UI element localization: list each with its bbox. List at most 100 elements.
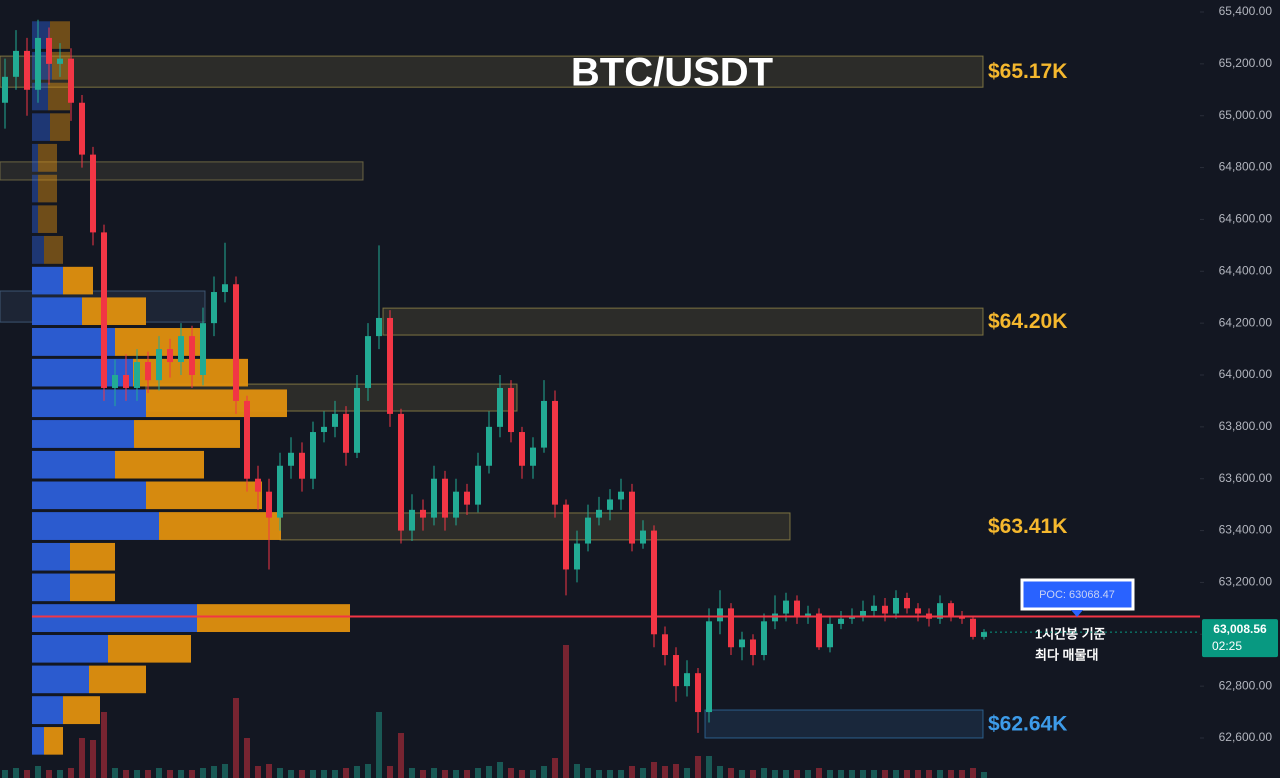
volume-bar [453, 770, 459, 778]
candle-body [453, 491, 459, 518]
countdown: 02:25 [1212, 639, 1242, 653]
y-tick-label: 64,000.00 [1219, 367, 1273, 381]
candle-body [618, 491, 624, 500]
volume-bar [442, 770, 448, 778]
candle-body [981, 632, 987, 637]
poc-note: 1시간봉 기준 [1035, 626, 1106, 641]
candle-body [860, 610, 866, 617]
candle-body [695, 673, 701, 713]
y-tick-label: 64,600.00 [1219, 212, 1273, 226]
candle-body [145, 362, 151, 381]
volume-bar [926, 770, 932, 778]
candle-body [530, 447, 536, 466]
candle-body [310, 432, 316, 479]
zone-label: $65.17K [988, 60, 1067, 83]
y-tick-label: 64,800.00 [1219, 160, 1273, 174]
candle-body [266, 491, 272, 518]
candle-body [937, 603, 943, 619]
chart-title: BTC/USDT [571, 51, 773, 95]
zone-label: $63.41K [988, 515, 1067, 538]
profile-buy-bar [32, 143, 38, 172]
profile-buy-bar [32, 420, 134, 448]
candle-body [134, 362, 140, 388]
volume-bar [915, 770, 921, 778]
poc-pointer [1071, 610, 1083, 617]
volume-bar [783, 770, 789, 778]
candle-body [629, 491, 635, 544]
candle-body [662, 634, 668, 656]
candle-body [915, 608, 921, 614]
candle-body [651, 530, 657, 635]
volume-bar [387, 766, 393, 778]
volume-bar [673, 764, 679, 778]
candle-body [750, 639, 756, 656]
y-tick-label: 62,600.00 [1219, 730, 1273, 744]
candle-body [442, 478, 448, 518]
profile-buy-bar [32, 266, 63, 295]
volume-bar [607, 770, 613, 778]
candle-body [90, 154, 96, 233]
candle-body [794, 600, 800, 617]
candle-body [805, 613, 811, 617]
volume-bar [948, 770, 954, 778]
profile-buy-bar [32, 235, 44, 264]
candle-body [640, 530, 646, 544]
y-tick-label: 63,200.00 [1219, 575, 1273, 589]
candle-body [35, 37, 41, 90]
volume-bar [475, 768, 481, 778]
volume-bar [805, 770, 811, 778]
y-tick-label: 65,000.00 [1219, 108, 1273, 122]
zone [704, 709, 984, 739]
volume-bar [849, 770, 855, 778]
volume-bar [90, 740, 96, 778]
profile-buy-bar [32, 205, 38, 233]
candle-body [211, 292, 217, 324]
profile-buy-bar [32, 389, 146, 418]
candle-body [24, 50, 30, 90]
volume-bar [2, 770, 8, 778]
profile-sell-bar [146, 481, 262, 510]
profile-sell-bar [197, 604, 350, 633]
volume-bar [860, 770, 866, 778]
candle-body [244, 400, 250, 479]
volume-bar [57, 770, 63, 778]
volume-bar [167, 770, 173, 778]
volume-bar [35, 766, 41, 778]
candle-body [882, 605, 888, 614]
poc-note: 최다 매물대 [1035, 647, 1098, 662]
profile-buy-bar [32, 604, 197, 633]
candle-body [541, 400, 547, 448]
candle-body [431, 478, 437, 518]
candle-body [420, 509, 426, 518]
y-tick-label: 65,400.00 [1219, 4, 1273, 18]
profile-sell-bar [44, 235, 63, 264]
volume-bar [640, 768, 646, 778]
candle-body [486, 426, 492, 466]
profile-buy-bar [32, 113, 50, 141]
zone-label: $64.20K [988, 310, 1067, 333]
candle-body [970, 618, 976, 637]
profile-sell-bar [115, 450, 204, 479]
y-tick-label: 64,200.00 [1219, 315, 1273, 329]
volume-bar [552, 758, 558, 778]
profile-sell-bar [52, 51, 70, 80]
poc-label-box [1020, 578, 1135, 611]
volume-bar [365, 764, 371, 778]
volume-bar [299, 770, 305, 778]
last-price-label: 63,008.56 [1213, 622, 1267, 636]
volume-bar [420, 770, 426, 778]
profile-buy-bar [32, 696, 63, 725]
volume-bar [244, 738, 250, 778]
candle-body [409, 509, 415, 531]
volume-bar [332, 770, 338, 778]
y-tick-label: 64,400.00 [1219, 263, 1273, 277]
profile-sell-bar [44, 727, 63, 755]
volume-bar [717, 766, 723, 778]
profile-buy-bar [32, 174, 38, 203]
candle-body [277, 465, 283, 518]
volume-bar [46, 770, 52, 778]
last-price-box [1202, 619, 1278, 658]
volume-bar [431, 768, 437, 778]
volume-bar [904, 770, 910, 778]
